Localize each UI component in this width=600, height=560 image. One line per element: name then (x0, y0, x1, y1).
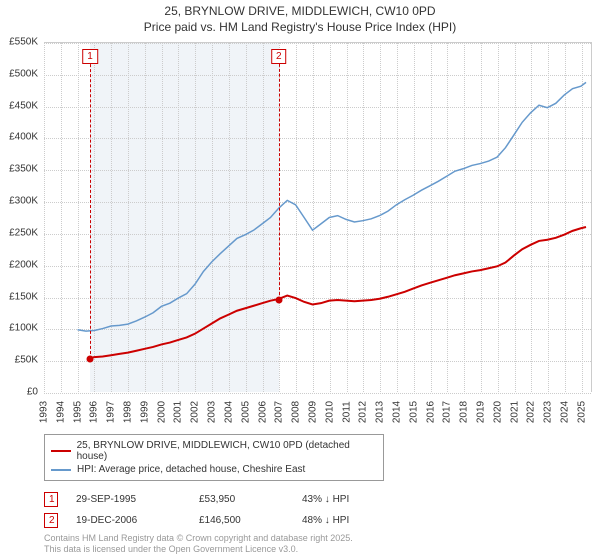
x-tick-label: 2002 (190, 401, 201, 423)
chart-title: 25, BRYNLOW DRIVE, MIDDLEWICH, CW10 0PD … (0, 0, 600, 35)
gridline-h (44, 393, 591, 394)
x-tick-label: 2008 (291, 401, 302, 423)
legend-label-hpi: HPI: Average price, detached house, Ches… (77, 464, 305, 475)
x-tick-label: 2015 (408, 401, 419, 423)
y-axis: £0£50K£100K£150K£200K£250K£300K£350K£400… (0, 42, 42, 392)
chart-container: 25, BRYNLOW DRIVE, MIDDLEWICH, CW10 0PD … (0, 0, 600, 560)
x-tick-label: 2013 (375, 401, 386, 423)
sale-number: 1 (44, 492, 58, 507)
x-tick-label: 2011 (341, 401, 352, 423)
sale-ratio: 48% ↓ HPI (302, 515, 397, 526)
x-tick-label: 1998 (123, 401, 134, 423)
y-tick-label: £400K (9, 132, 38, 143)
x-tick-label: 2001 (173, 401, 184, 423)
x-tick-label: 1999 (139, 401, 150, 423)
x-tick-label: 2022 (526, 401, 537, 423)
title-line-1: 25, BRYNLOW DRIVE, MIDDLEWICH, CW10 0PD (0, 4, 600, 20)
x-tick-label: 2014 (392, 401, 403, 423)
y-tick-label: £0 (27, 387, 38, 398)
sale-date: 19-DEC-2006 (76, 515, 181, 526)
y-tick-label: £500K (9, 68, 38, 79)
x-tick-label: 2005 (240, 401, 251, 423)
sale-ratio: 43% ↓ HPI (302, 494, 397, 505)
y-tick-label: £300K (9, 196, 38, 207)
footer-line-1: Contains HM Land Registry data © Crown c… (44, 533, 353, 545)
x-axis: 1993199419951996199719981999200020012002… (44, 396, 592, 430)
y-tick-label: £350K (9, 164, 38, 175)
y-tick-label: £250K (9, 227, 38, 238)
y-tick-label: £150K (9, 291, 38, 302)
y-tick-label: £100K (9, 323, 38, 334)
x-tick-label: 1994 (55, 401, 66, 423)
legend-box: 25, BRYNLOW DRIVE, MIDDLEWICH, CW10 0PD … (44, 434, 384, 481)
legend: 25, BRYNLOW DRIVE, MIDDLEWICH, CW10 0PD … (44, 434, 584, 531)
sale-tag-line (279, 49, 280, 300)
legend-swatch-price (51, 450, 71, 452)
x-tick-label: 2012 (358, 401, 369, 423)
legend-item-hpi: HPI: Average price, detached house, Ches… (51, 463, 377, 476)
title-line-2: Price paid vs. HM Land Registry's House … (0, 20, 600, 36)
x-tick-label: 2023 (543, 401, 554, 423)
sale-tag: 1 (82, 49, 98, 64)
x-tick-label: 2004 (223, 401, 234, 423)
y-tick-label: £450K (9, 100, 38, 111)
footer-line-2: This data is licensed under the Open Gov… (44, 544, 353, 556)
sale-number: 2 (44, 513, 58, 528)
sales-row: 2 19-DEC-2006 £146,500 48% ↓ HPI (44, 510, 584, 531)
sale-tag-line (90, 49, 91, 359)
x-tick-label: 2006 (257, 401, 268, 423)
sale-price: £146,500 (199, 515, 284, 526)
legend-swatch-hpi (51, 469, 71, 471)
sale-marker (87, 355, 94, 362)
footer: Contains HM Land Registry data © Crown c… (44, 533, 353, 556)
x-tick-label: 2000 (156, 401, 167, 423)
x-tick-label: 2017 (442, 401, 453, 423)
x-tick-label: 2016 (425, 401, 436, 423)
x-tick-label: 2024 (560, 401, 571, 423)
x-tick-label: 2025 (576, 401, 587, 423)
plot-area: 12 (44, 42, 592, 392)
legend-label-price: 25, BRYNLOW DRIVE, MIDDLEWICH, CW10 0PD … (77, 440, 377, 462)
x-tick-label: 2003 (207, 401, 218, 423)
x-tick-label: 2018 (459, 401, 470, 423)
x-tick-label: 2021 (509, 401, 520, 423)
x-tick-label: 1996 (89, 401, 100, 423)
x-tick-label: 2009 (307, 401, 318, 423)
y-tick-label: £550K (9, 37, 38, 48)
sale-tag: 2 (271, 49, 287, 64)
y-tick-label: £200K (9, 259, 38, 270)
legend-item-price: 25, BRYNLOW DRIVE, MIDDLEWICH, CW10 0PD … (51, 439, 377, 463)
chart-lines (44, 43, 591, 392)
x-tick-label: 1997 (106, 401, 117, 423)
x-tick-label: 2020 (492, 401, 503, 423)
sales-table: 1 29-SEP-1995 £53,950 43% ↓ HPI 2 19-DEC-2006… (44, 489, 584, 531)
x-tick-label: 1993 (39, 401, 50, 423)
x-tick-label: 2010 (324, 401, 335, 423)
series-price_paid (90, 227, 586, 358)
sale-date: 29-SEP-1995 (76, 494, 181, 505)
y-tick-label: £50K (15, 355, 38, 366)
x-tick-label: 2007 (274, 401, 285, 423)
sale-marker (275, 296, 282, 303)
sales-row: 1 29-SEP-1995 £53,950 43% ↓ HPI (44, 489, 584, 510)
x-tick-label: 1995 (72, 401, 83, 423)
x-tick-label: 2019 (476, 401, 487, 423)
series-hpi (78, 82, 586, 331)
sale-price: £53,950 (199, 494, 284, 505)
